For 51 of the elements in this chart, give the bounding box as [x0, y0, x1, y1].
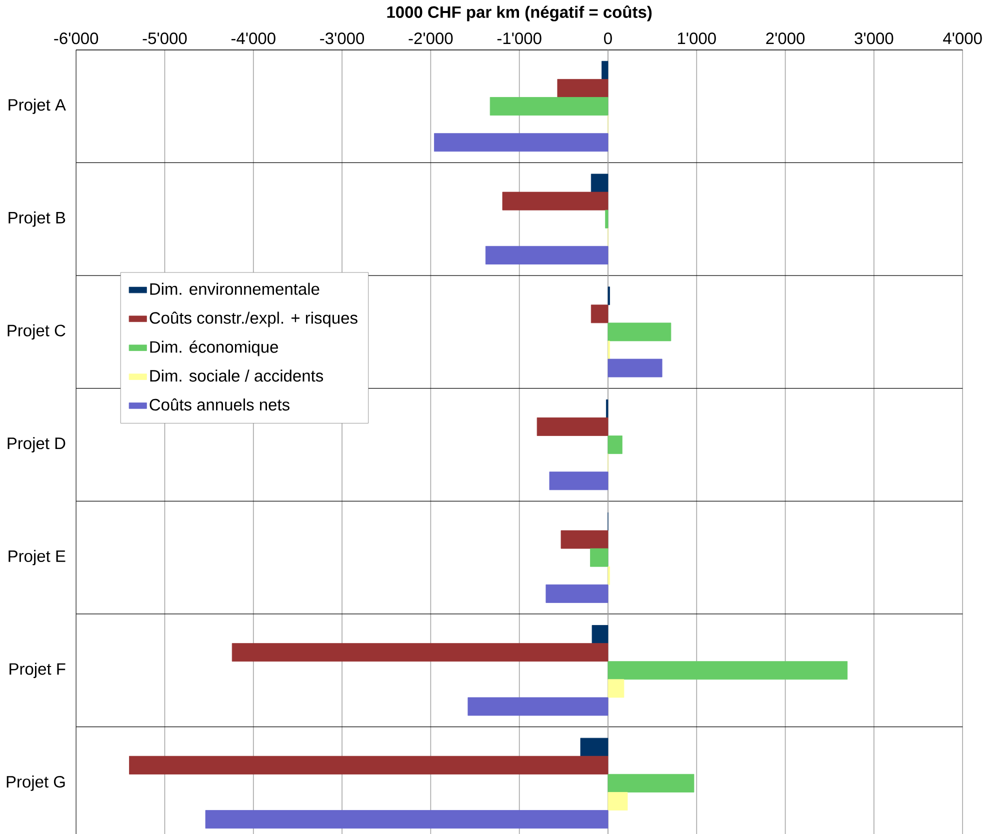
x-tick-label: 4'000 — [943, 32, 982, 44]
bar — [580, 738, 608, 756]
bar — [605, 210, 608, 228]
x-tick-label: -6'000 — [54, 32, 98, 44]
bar — [608, 679, 624, 698]
bar — [490, 96, 608, 116]
bar — [129, 756, 608, 774]
y-tick-label: Projet A — [8, 98, 66, 114]
bar — [608, 358, 662, 378]
bar — [434, 132, 608, 152]
legend-label: Dim. économique — [150, 340, 278, 356]
bar — [590, 304, 608, 323]
y-tick-label: Projet D — [8, 436, 66, 452]
bar — [536, 417, 608, 436]
x-tick-label: 0 — [604, 32, 612, 44]
bar — [608, 435, 622, 454]
bar — [546, 584, 608, 603]
bar — [205, 810, 608, 828]
legend-label: Coûts annuels nets — [150, 398, 290, 410]
bar — [557, 78, 608, 98]
bar — [549, 471, 608, 490]
y-tick-label: Projet E — [8, 550, 66, 566]
bar — [602, 60, 608, 80]
bar — [232, 642, 608, 662]
y-tick-label: Projet B — [8, 211, 66, 227]
y-tick-label: Projet F — [10, 662, 66, 678]
x-tick-label: 2'000 — [766, 32, 805, 44]
y-tick-label: Projet G — [6, 775, 65, 791]
bar — [590, 548, 608, 567]
bar — [468, 697, 608, 716]
bar — [608, 660, 848, 680]
y-tick-label: Projet C — [8, 324, 66, 340]
legend-label: Dim. sociale / accidents — [150, 369, 324, 382]
bar — [485, 246, 608, 264]
x-tick-label: -2'000 — [408, 32, 453, 44]
x-tick-label: -4'000 — [231, 32, 276, 44]
x-axis-title: 1000 CHF par km (négatif = coûts) — [387, 5, 652, 22]
bar — [502, 192, 608, 210]
bar — [608, 774, 694, 792]
legend-label: Dim. environnementale — [150, 282, 320, 295]
bar — [560, 530, 608, 549]
x-tick-label: -1'000 — [497, 32, 542, 44]
x-tick-label: 1'000 — [678, 32, 716, 44]
bar — [608, 792, 628, 810]
bar — [590, 174, 608, 192]
legend-label: Coûts constr./expl. + risques — [150, 311, 358, 327]
x-tick-label: -5'000 — [142, 32, 187, 44]
x-tick-label: -3'000 — [320, 32, 364, 44]
x-tick-label: 3'000 — [854, 32, 894, 44]
bar — [608, 322, 672, 341]
bar — [592, 624, 608, 644]
